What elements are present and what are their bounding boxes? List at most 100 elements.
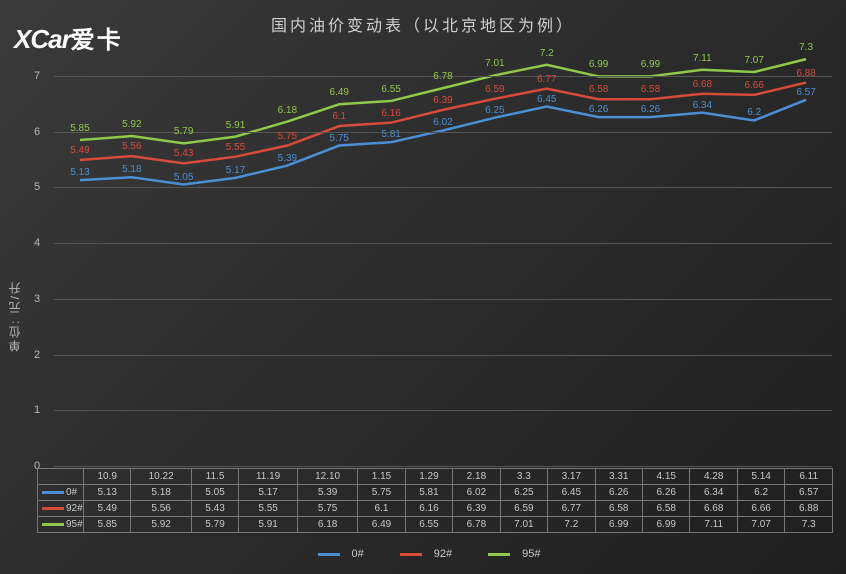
table-cell: 5.85 bbox=[84, 517, 131, 533]
data-label: 5.55 bbox=[226, 142, 245, 153]
y-axis-label: 单位: 元/升 bbox=[6, 280, 23, 352]
data-label: 5.75 bbox=[330, 133, 349, 144]
table-cell: 6.58 bbox=[643, 501, 690, 517]
table-cell: 12.10 bbox=[297, 469, 357, 485]
table-cell: 10.22 bbox=[131, 469, 191, 485]
legend-item: 92# bbox=[388, 548, 452, 560]
legend-item: 95# bbox=[476, 548, 540, 560]
table-cell: 6.66 bbox=[737, 501, 784, 517]
table-cell: 6.88 bbox=[785, 501, 833, 517]
table-cell: 5.17 bbox=[239, 485, 298, 501]
table-cell: 6.55 bbox=[405, 517, 452, 533]
table-cell: 5.05 bbox=[191, 485, 238, 501]
data-label: 5.85 bbox=[70, 123, 89, 134]
data-label: 6.18 bbox=[278, 105, 297, 116]
data-label: 5.05 bbox=[174, 172, 193, 183]
row-header: 0# bbox=[38, 485, 84, 501]
legend-swatch bbox=[400, 553, 422, 556]
data-label: 6.99 bbox=[589, 59, 608, 70]
table-cell: 5.18 bbox=[131, 485, 191, 501]
table-cell: 6.58 bbox=[595, 501, 642, 517]
data-label: 5.91 bbox=[226, 120, 245, 131]
data-label: 6.26 bbox=[589, 104, 608, 115]
table-cell: 6.59 bbox=[500, 501, 547, 517]
y-tick-label: 2 bbox=[34, 349, 40, 361]
data-label: 6.25 bbox=[485, 105, 504, 116]
data-label: 6.39 bbox=[433, 95, 452, 106]
data-label: 6.1 bbox=[332, 111, 346, 122]
data-label: 6.2 bbox=[747, 107, 761, 118]
y-tick-label: 7 bbox=[34, 70, 40, 82]
data-label: 6.77 bbox=[537, 74, 556, 85]
table-cell: 4.28 bbox=[690, 469, 737, 485]
table-row: 0#5.135.185.055.175.395.755.816.026.256.… bbox=[38, 485, 833, 501]
data-label: 6.02 bbox=[433, 117, 452, 128]
table-cell: 6.77 bbox=[548, 501, 595, 517]
chart-plot-area: 012345675.135.185.055.175.395.755.816.02… bbox=[54, 48, 832, 466]
table-cell: 5.43 bbox=[191, 501, 238, 517]
table-cell: 5.39 bbox=[297, 485, 357, 501]
data-label: 6.49 bbox=[330, 87, 349, 98]
table-cell: 3.17 bbox=[548, 469, 595, 485]
y-tick-label: 4 bbox=[34, 237, 40, 249]
table-row: 95#5.855.925.795.916.186.496.556.787.017… bbox=[38, 517, 833, 533]
chart-legend: 0#92#95# bbox=[0, 548, 846, 560]
data-label: 6.68 bbox=[693, 79, 712, 90]
data-label: 7.3 bbox=[799, 42, 813, 53]
data-label: 5.79 bbox=[174, 126, 193, 137]
data-label: 6.59 bbox=[485, 84, 504, 95]
table-cell: 6.99 bbox=[595, 517, 642, 533]
data-label: 7.11 bbox=[693, 53, 712, 64]
data-label: 5.75 bbox=[278, 131, 297, 142]
data-label: 6.88 bbox=[796, 68, 815, 79]
table-cell: 6.34 bbox=[690, 485, 737, 501]
table-cell: 1.29 bbox=[405, 469, 452, 485]
legend-swatch bbox=[488, 553, 510, 556]
data-table: 10.910.2211.511.1912.101.151.292.183.33.… bbox=[37, 468, 833, 533]
table-cell: 6.26 bbox=[595, 485, 642, 501]
data-label: 6.26 bbox=[641, 104, 660, 115]
table-cell: 5.49 bbox=[84, 501, 131, 517]
data-label: 6.58 bbox=[589, 84, 608, 95]
table-row: 10.910.2211.511.1912.101.151.292.183.33.… bbox=[38, 469, 833, 485]
grid-line bbox=[54, 187, 832, 188]
table-cell: 7.01 bbox=[500, 517, 547, 533]
table-cell: 6.26 bbox=[643, 485, 690, 501]
table-cell: 5.91 bbox=[239, 517, 298, 533]
chart-title: 国内油价变动表（以北京地区为例） bbox=[0, 12, 846, 36]
data-label: 5.39 bbox=[278, 153, 297, 164]
table-cell: 6.02 bbox=[453, 485, 500, 501]
row-header: 92# bbox=[38, 501, 84, 517]
grid-line bbox=[54, 466, 832, 467]
grid-line bbox=[54, 410, 832, 411]
table-cell: 2.18 bbox=[453, 469, 500, 485]
data-label: 6.99 bbox=[641, 59, 660, 70]
table-cell: 5.79 bbox=[191, 517, 238, 533]
table-cell: 5.14 bbox=[737, 469, 784, 485]
data-label: 6.45 bbox=[537, 94, 556, 105]
grid-line bbox=[54, 243, 832, 244]
chart-lines-svg bbox=[54, 48, 832, 466]
table-cell: 1.15 bbox=[358, 469, 405, 485]
data-label: 5.56 bbox=[122, 141, 141, 152]
table-cell: 5.75 bbox=[358, 485, 405, 501]
data-label: 5.13 bbox=[70, 167, 89, 178]
table-cell: 7.07 bbox=[737, 517, 784, 533]
table-cell: 5.75 bbox=[297, 501, 357, 517]
data-label: 6.66 bbox=[744, 80, 763, 91]
table-cell: 6.1 bbox=[358, 501, 405, 517]
table-cell: 6.18 bbox=[297, 517, 357, 533]
table-cell: 6.25 bbox=[500, 485, 547, 501]
table-cell: 4.15 bbox=[643, 469, 690, 485]
row-header: 95# bbox=[38, 517, 84, 533]
y-tick-label: 1 bbox=[34, 404, 40, 416]
data-label: 6.16 bbox=[381, 108, 400, 119]
data-label: 6.58 bbox=[641, 84, 660, 95]
grid-line bbox=[54, 132, 832, 133]
table-cell: 5.92 bbox=[131, 517, 191, 533]
legend-swatch bbox=[318, 553, 340, 556]
data-label: 5.17 bbox=[226, 165, 245, 176]
y-tick-label: 6 bbox=[34, 126, 40, 138]
grid-line bbox=[54, 355, 832, 356]
table-cell: 11.5 bbox=[191, 469, 238, 485]
